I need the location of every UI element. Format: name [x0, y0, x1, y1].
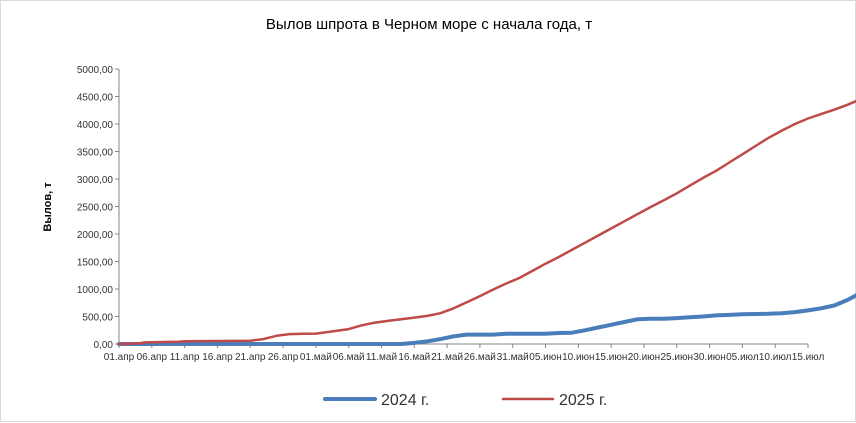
x-tick-label: 26.май	[464, 352, 496, 363]
y-tick-label: 5000,00	[77, 65, 114, 76]
chart-title: Вылов шпрота в Черном море с начала года…	[266, 16, 592, 33]
x-tick-label: 25.июн	[661, 352, 694, 363]
y-axis-label: Вылов, т	[42, 182, 54, 232]
y-tick-label: 0,00	[94, 340, 114, 351]
x-tick-label: 05.июл	[726, 352, 759, 363]
y-axis: 0,00 500,00 1000,00 1500,00 2000,00 2500,00 30…	[77, 65, 120, 351]
y-tick-label: 3500,00	[77, 148, 114, 159]
series-line-1	[117, 293, 856, 346]
x-tick-label: 16.май	[398, 352, 430, 363]
x-tick-label: 30.июн	[693, 352, 726, 363]
y-tick-label: 1500,00	[77, 258, 114, 269]
series-line-2	[117, 99, 856, 346]
series-layer: 925,904449,24	[117, 99, 856, 346]
x-tick-label: 10.июн	[562, 352, 595, 363]
x-tick-label: 01.май	[300, 352, 332, 363]
x-tick-label: 06.май	[333, 352, 365, 363]
x-tick-label: 16.апр	[202, 352, 233, 363]
y-tick-label: 2000,00	[77, 230, 114, 241]
x-tick-label: 05.июн	[529, 352, 562, 363]
y-tick-label: 1000,00	[77, 285, 114, 296]
y-tick-label: 500,00	[82, 313, 113, 324]
legend: 2024 г. 2025 г.	[323, 392, 607, 409]
y-tick-label: 4500,00	[77, 93, 114, 104]
x-tick-label: 06.апр	[137, 352, 168, 363]
x-tick-label: 21.апр	[235, 352, 266, 363]
legend-label-2: 2025 г.	[559, 392, 607, 409]
x-tick-label: 31.май	[497, 352, 529, 363]
x-tick-label: 11.май	[366, 352, 397, 363]
x-axis: 01.апр 06.апр 11.апр 16.апр 21.апр 26.апр 01.м…	[104, 343, 825, 363]
x-tick-label: 01.апр	[104, 352, 135, 363]
y-tick-label: 2500,00	[77, 203, 114, 214]
x-tick-label: 11.апр	[170, 352, 200, 363]
x-tick-label: 26.апр	[268, 352, 299, 363]
x-tick-label: 10.июл	[759, 352, 792, 363]
x-tick-label: 15.июн	[595, 352, 628, 363]
x-tick-label: 15.июл	[792, 352, 825, 363]
legend-label-1: 2024 г.	[381, 392, 429, 409]
y-tick-label: 3000,00	[77, 175, 114, 186]
x-tick-label: 20.июн	[628, 352, 661, 363]
x-tick-label: 21.май	[431, 352, 463, 363]
y-tick-label: 4000,00	[77, 120, 114, 131]
